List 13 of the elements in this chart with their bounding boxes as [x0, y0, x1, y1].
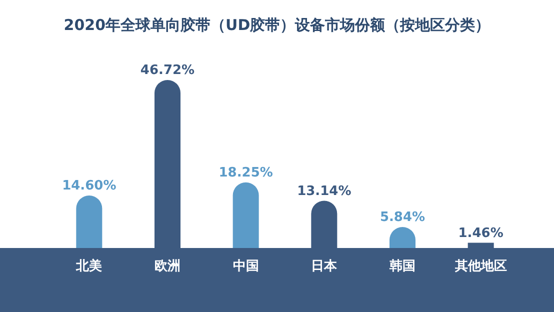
data-label: 14.60%: [62, 178, 116, 194]
data-label: 13.14%: [297, 184, 352, 199]
x-tick-label: 其他地区: [454, 259, 507, 274]
data-label: 46.72%: [140, 63, 195, 78]
x-tick-label: 韩国: [388, 259, 416, 274]
x-tick-label: 欧洲: [154, 259, 180, 274]
x-tick-label: 北美: [75, 258, 102, 274]
data-label: 5.84%: [380, 210, 426, 225]
x-tick-label: 中国: [232, 259, 259, 274]
data-label: 18.25%: [218, 165, 273, 180]
x-tick-label: 日本: [311, 259, 338, 274]
chart-title: 2020年全球单向胶带（UD胶带）设备市场份额（按地区分类）: [64, 16, 490, 34]
data-label: 1.46%: [458, 226, 504, 241]
